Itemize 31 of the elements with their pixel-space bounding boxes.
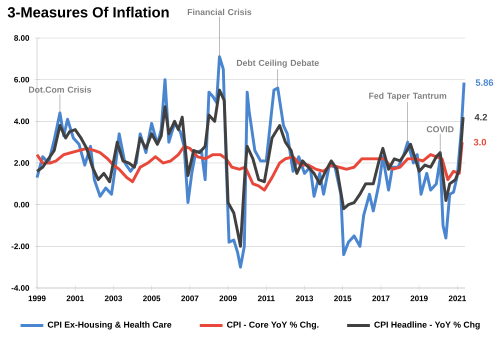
annotation: Dot.Com Crisis	[28, 86, 92, 93]
y-tick-label: -4.00	[12, 285, 30, 291]
legend-label: CPI - Core YoY % Chg.	[227, 321, 318, 330]
legend-label: CPI Ex-Housing & Health Care	[48, 321, 172, 330]
y-tick-label: -2.00	[12, 243, 30, 250]
x-tick-label: 2003	[104, 296, 122, 302]
annotation: Fed Taper Tantrum	[369, 92, 446, 101]
x-tick-label: 2017	[372, 296, 390, 302]
data-label: 3.0	[474, 138, 486, 146]
y-tick-label: 6.00	[14, 76, 30, 82]
annotation: COVID	[426, 126, 454, 132]
x-tick-label: 2013	[296, 296, 314, 302]
legend-label: CPI Headline - YoY % Chg	[374, 321, 480, 330]
x-tick-label: 1999	[28, 296, 46, 302]
x-tick-label: 2011	[258, 296, 275, 302]
chart-title: 3-Measures Of Inflation	[8, 6, 169, 18]
x-tick-label: 2007	[181, 296, 198, 302]
annotation: Debt Ceiling Debate	[236, 60, 319, 68]
y-tick-label: 8.00	[14, 35, 30, 41]
data-label: 5.86	[476, 79, 494, 86]
x-tick-label: 2005	[143, 296, 160, 302]
y-tick-label: 0.00	[14, 202, 30, 208]
x-tick-label: 2001	[66, 296, 84, 302]
x-tick-label: 2015	[334, 296, 352, 302]
x-tick-label: 2019	[410, 296, 428, 302]
data-label: 4.2	[474, 114, 488, 120]
y-tick-label: 4.00	[14, 118, 30, 124]
annotation: Financial Crisis	[188, 8, 252, 16]
x-tick-label: 2021	[448, 296, 466, 302]
y-tick-label: 2.00	[14, 160, 30, 166]
x-tick-label: 2009	[219, 296, 237, 302]
